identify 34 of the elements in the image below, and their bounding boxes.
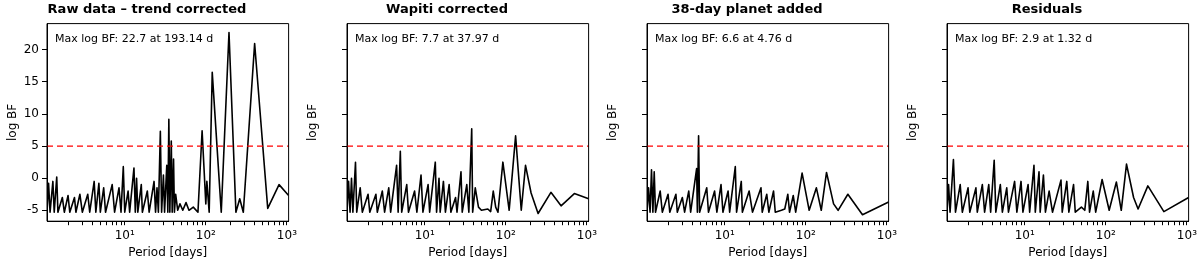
x-axis-title: Period [days] [128, 244, 208, 259]
y-tick-label: 20 [23, 42, 39, 57]
y-tick-label: 15 [23, 74, 39, 89]
x-tick-label: 10¹ [414, 227, 435, 242]
x-tick-label: 10² [495, 227, 517, 242]
y-tick-label: 0 [31, 170, 39, 185]
y-axis-title: log BF [905, 103, 920, 142]
x-tick-label: 10³ [576, 227, 598, 242]
x-tick-label: 10¹ [114, 227, 135, 242]
annotation: Max log BF: 7.7 at 37.97 d [355, 31, 500, 45]
y-tick-label: 5 [31, 138, 39, 153]
annotation: Max log BF: 2.9 at 1.32 d [955, 31, 1093, 45]
annotation: Max log BF: 22.7 at 193.14 d [55, 31, 214, 45]
chart-title: Raw data – trend corrected [47, 1, 247, 17]
x-axis-title: Period [days] [1028, 244, 1108, 259]
chart-title: Residuals [1011, 1, 1083, 17]
x-tick-label: 10² [195, 227, 217, 242]
x-tick-label: 10³ [876, 227, 898, 242]
y-axis-title: log BF [5, 103, 20, 142]
x-tick-label: 10² [795, 227, 817, 242]
y-tick-label: 10 [23, 106, 39, 121]
x-tick-label: 10³ [1176, 227, 1198, 242]
chart-title: Wapiti corrected [386, 1, 508, 17]
x-tick-label: 10¹ [1014, 227, 1035, 242]
x-tick-label: 10² [1095, 227, 1117, 242]
x-tick-label: 10³ [276, 227, 298, 242]
x-axis-title: Period [days] [728, 244, 808, 259]
annotation: Max log BF: 6.6 at 4.76 d [655, 31, 793, 45]
x-tick-label: 10¹ [714, 227, 735, 242]
y-tick-label: -5 [27, 202, 39, 217]
y-axis-title: log BF [305, 103, 320, 142]
y-axis-title: log BF [605, 103, 620, 142]
x-axis-title: Period [days] [428, 244, 508, 259]
chart-title: 38-day planet added [671, 1, 823, 17]
